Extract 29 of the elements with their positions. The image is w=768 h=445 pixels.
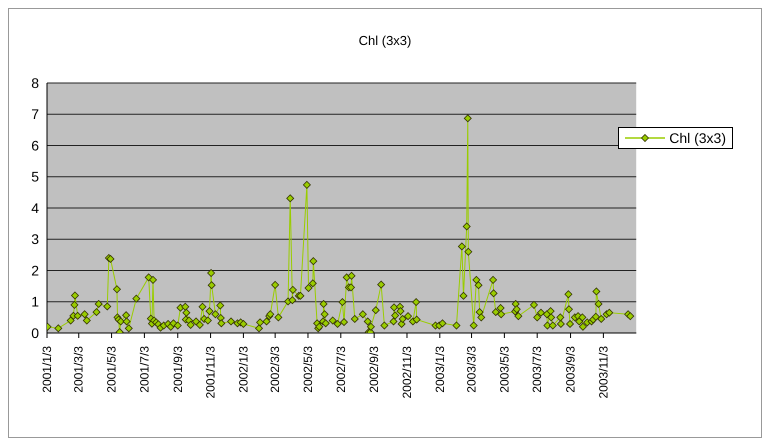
y-tick-label: 6: [31, 137, 40, 154]
x-tick-label: 2001/9/3: [170, 346, 185, 393]
x-tick-label: 2002/9/3: [367, 346, 382, 393]
x-tick-label: 2002/5/3: [300, 346, 315, 393]
y-tick-label: 7: [31, 106, 40, 122]
y-tick-label: 5: [31, 168, 40, 185]
chart-title: Chl (3x3): [358, 33, 412, 48]
y-tick-label: 4: [31, 200, 40, 216]
x-tick-label: 2003/1/3: [432, 346, 447, 393]
x-tick-label: 2002/1/3: [236, 346, 250, 393]
x-tick-label: 2001/7/3: [137, 346, 152, 393]
y-tick-label: 3: [31, 231, 40, 248]
x-tick-label: 2002/11/3: [400, 346, 414, 398]
y-tick-label: 0: [31, 324, 40, 341]
x-tick-label: 2003/5/3: [497, 346, 512, 393]
x-tick-label: 2001/3/3: [72, 346, 86, 393]
y-tick-label: 8: [31, 74, 40, 91]
x-tick-label: 2003/7/3: [530, 346, 544, 393]
x-tick-label: 2001/11/3: [204, 346, 218, 398]
x-tick-label: 2002/3/3: [268, 346, 282, 393]
x-tick-label: 2001/5/3: [104, 346, 119, 393]
x-tick-label: 2002/7/3: [334, 346, 348, 393]
x-tick-label: 2001/1/3: [40, 346, 54, 393]
x-tick-label: 2003/11/3: [596, 346, 610, 398]
legend-label: Chl (3x3): [669, 130, 726, 146]
y-tick-label: 1: [31, 294, 40, 310]
x-tick-label: 2003/3/3: [464, 346, 479, 393]
y-tick-label: 2: [31, 262, 40, 278]
x-tick-label: 2003/9/3: [564, 346, 578, 393]
